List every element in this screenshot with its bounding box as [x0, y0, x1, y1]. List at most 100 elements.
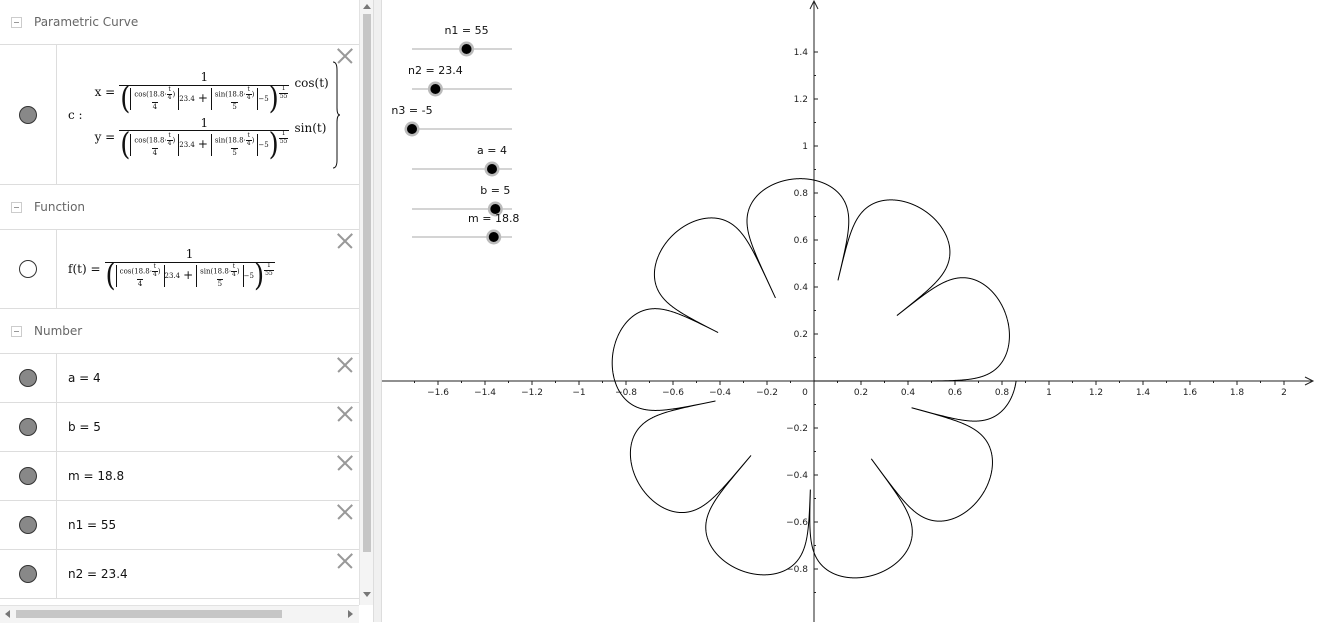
scroll-up-icon[interactable] — [363, 3, 371, 9]
algebra-view: Parametric Curve c : x = 1 ( cos(18.8· t 4… — [0, 0, 359, 605]
parametric-curve[interactable] — [611, 178, 1017, 579]
x-tick-label: −1.6 — [427, 388, 449, 398]
x-tick-label: −0.4 — [709, 388, 731, 398]
y-tick-label: 0.2 — [794, 330, 808, 340]
x-tick-label: 1.6 — [1183, 388, 1198, 398]
x-tick-label: 0.6 — [948, 388, 963, 398]
visibility-toggle[interactable] — [19, 369, 37, 387]
x-tick-label: 1.2 — [1089, 388, 1103, 398]
x-tick-label: 0.8 — [995, 388, 1010, 398]
axes: −1.6 −1.4 −1.2 −1 −0.8 −0.6 −0.4 −0.2 0 0.2 0.4 0.6… — [382, 0, 1315, 622]
slider-label: m = 18.8 — [468, 212, 519, 225]
visibility-toggle[interactable] — [19, 516, 37, 534]
number-item[interactable]: b = 5 — [0, 403, 359, 452]
slider-knob[interactable] — [407, 124, 417, 134]
x-tick-label: −1 — [572, 388, 585, 398]
y-tick-label: −0.2 — [786, 424, 808, 434]
algebra-vertical-scrollbar[interactable] — [359, 0, 374, 605]
collapse-icon[interactable] — [11, 325, 22, 337]
number-label: n1 = 55 — [68, 518, 117, 532]
scroll-thumb[interactable] — [16, 610, 282, 618]
slider-knob[interactable] — [430, 84, 441, 94]
slider-2[interactable]: n3 = -5 — [391, 104, 512, 137]
scroll-left-icon[interactable] — [4, 610, 10, 618]
number-label: b = 5 — [68, 420, 101, 434]
x-tick-label: 0 — [802, 388, 808, 398]
delete-icon[interactable] — [336, 47, 354, 65]
number-item[interactable]: n1 = 55 — [0, 501, 359, 550]
slider-label: n2 = 23.4 — [408, 64, 463, 77]
slider-0[interactable]: n1 = 55 — [412, 24, 512, 57]
category-function[interactable]: Function — [0, 185, 359, 230]
graphics-view[interactable]: −1.6 −1.4 −1.2 −1 −0.8 −0.6 −0.4 −0.2 0 0.2 0.4 0.6… — [382, 0, 1317, 622]
category-label: Number — [34, 324, 83, 338]
slider-3[interactable]: a = 4 — [412, 144, 512, 177]
sliders[interactable]: n1 = 55 n2 = 23.4 n3 = -5 a = 4 b = 5 m = 18.… — [391, 24, 519, 245]
y-tick-label: −0.8 — [786, 565, 808, 575]
visibility-toggle[interactable] — [19, 565, 37, 583]
x-tick-label: 1.4 — [1136, 388, 1151, 398]
slider-label: a = 4 — [477, 144, 507, 157]
slider-1[interactable]: n2 = 23.4 — [408, 64, 512, 97]
collapse-icon[interactable] — [11, 16, 22, 28]
x-tick-label: 0.2 — [854, 388, 868, 398]
delete-icon[interactable] — [336, 552, 354, 570]
y-tick-label: −0.4 — [786, 471, 808, 481]
number-item[interactable]: m = 18.8 — [0, 452, 359, 501]
slider-knob[interactable] — [461, 44, 472, 54]
slider-label: b = 5 — [480, 184, 510, 197]
delete-icon[interactable] — [336, 356, 354, 374]
view-divider[interactable] — [373, 0, 382, 622]
slider-knob[interactable] — [490, 204, 501, 214]
delete-icon[interactable] — [336, 454, 354, 472]
visibility-toggle[interactable] — [19, 467, 37, 485]
y-tick-label: 1 — [802, 142, 808, 152]
y-tick-label: 0.6 — [794, 236, 809, 246]
x-tick-label: 1.8 — [1230, 388, 1245, 398]
category-parametric-curve[interactable]: Parametric Curve — [0, 0, 359, 45]
number-item[interactable]: a = 4 — [0, 354, 359, 403]
scroll-thumb[interactable] — [363, 14, 371, 552]
number-item[interactable]: n2 = 23.4 — [0, 550, 359, 599]
function-equation: f(t) = 1 ( cos(18.8· t 4) 4 23.4 + sin(18.8… — [68, 247, 275, 295]
category-label: Parametric Curve — [34, 15, 139, 29]
x-tick-label: −1.4 — [474, 388, 496, 398]
slider-knob[interactable] — [487, 164, 497, 174]
curve-y-equation: y = 1 ( cos(18.8· t 4) 4 23.4 + sin(18.8· t 4… — [94, 115, 327, 163]
number-label: m = 18.8 — [68, 469, 125, 483]
slider-4[interactable]: b = 5 — [412, 184, 512, 217]
category-number[interactable]: Number — [0, 309, 359, 354]
slider-label: n1 = 55 — [444, 24, 488, 37]
curve-x-equation: x = 1 ( cos(18.8· t 4) 4 23.4 + sin(18.8· t 4… — [94, 69, 329, 118]
x-tick-label: 2 — [1281, 388, 1287, 398]
y-tick-label: 1.2 — [794, 95, 808, 105]
y-tick-label: 1.4 — [794, 48, 809, 58]
visibility-toggle[interactable] — [19, 105, 37, 124]
algebra-horizontal-scrollbar[interactable] — [0, 605, 359, 623]
parametric-curve-item[interactable]: c : x = 1 ( cos(18.8· t 4) 4 23.4 + sin(18.… — [0, 45, 359, 185]
y-tick-label: 0.4 — [794, 283, 809, 293]
delete-icon[interactable] — [336, 503, 354, 521]
scroll-down-icon[interactable] — [363, 592, 371, 598]
slider-5[interactable]: m = 18.8 — [412, 212, 519, 245]
number-label: a = 4 — [68, 371, 101, 385]
collapse-icon[interactable] — [11, 201, 22, 213]
y-tick-label: 0.8 — [794, 189, 809, 199]
x-tick-label: −0.6 — [662, 388, 684, 398]
function-item[interactable]: f(t) = 1 ( cos(18.8· t 4) 4 23.4 + sin(18.8… — [0, 230, 359, 309]
delete-icon[interactable] — [336, 232, 354, 250]
slider-knob[interactable] — [488, 232, 499, 242]
x-tick-label: −0.2 — [756, 388, 778, 398]
visibility-toggle[interactable] — [19, 260, 37, 278]
x-axis-arrow-icon — [1304, 376, 1315, 386]
curve-name: c : — [68, 107, 83, 122]
slider-label: n3 = -5 — [391, 104, 432, 117]
scroll-right-icon[interactable] — [348, 610, 354, 618]
visibility-toggle[interactable] — [19, 418, 37, 436]
category-label: Function — [34, 200, 86, 214]
number-label: n2 = 23.4 — [68, 567, 128, 581]
y-axis-arrow-icon — [809, 0, 819, 10]
y-tick-label: −0.6 — [786, 518, 808, 528]
x-tick-label: 0.4 — [901, 388, 916, 398]
delete-icon[interactable] — [336, 405, 354, 423]
